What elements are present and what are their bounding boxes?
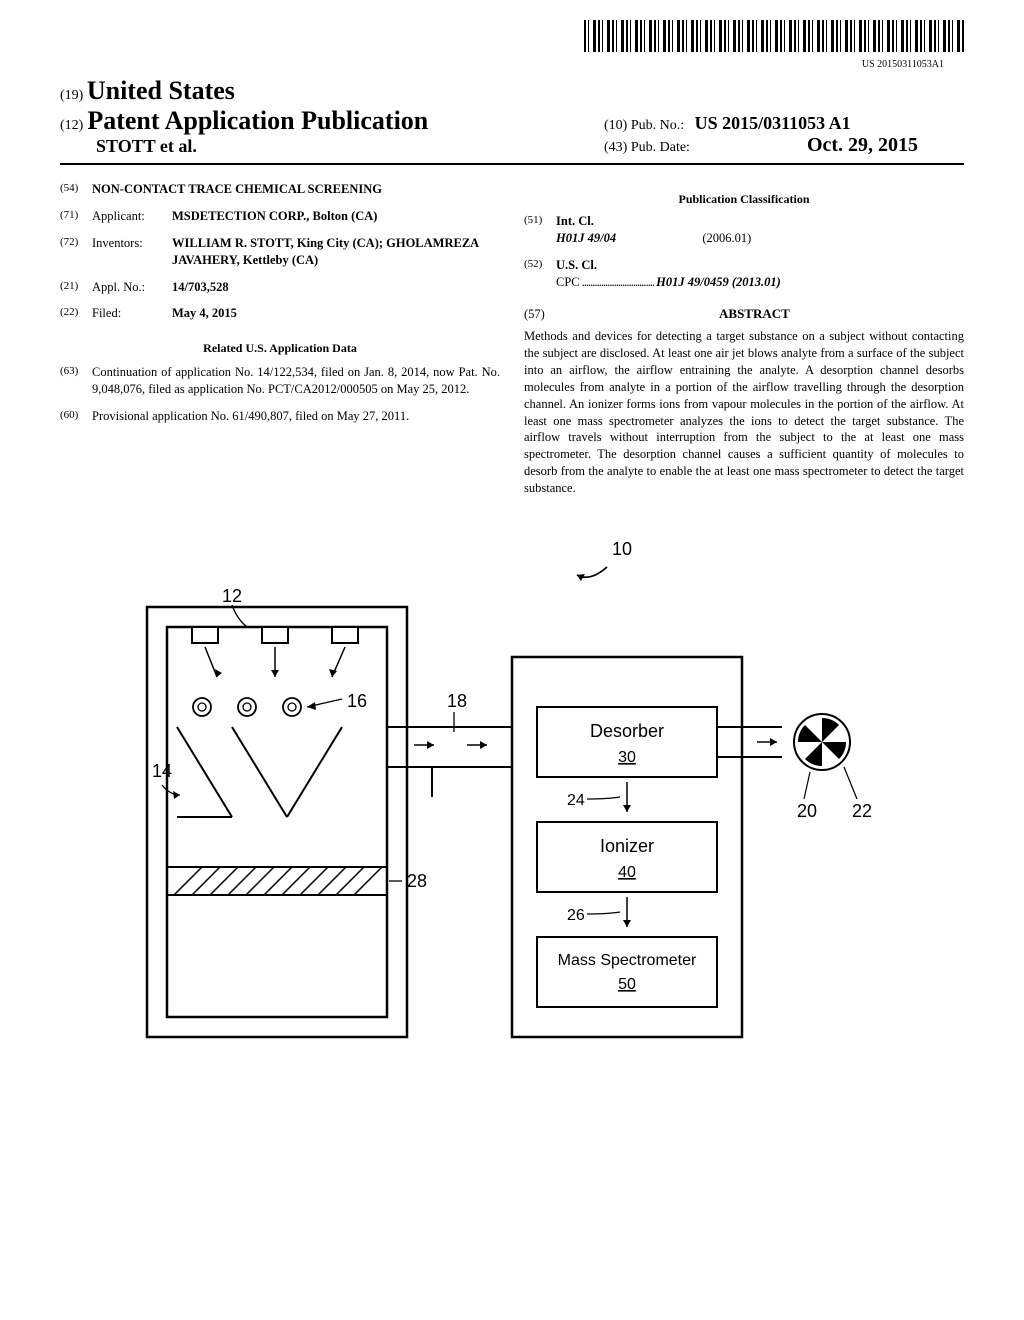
code-43: (43) (604, 140, 627, 155)
inventor-names: WILLIAM R. STOTT, King City (CA); GHOLAM… (172, 236, 479, 267)
num-22: (22) (60, 305, 92, 322)
pub-date: Oct. 29, 2015 (807, 134, 918, 156)
field-22: (22) Filed: May 4, 2015 (60, 305, 500, 322)
lbl-71: Applicant: (92, 208, 172, 225)
ionizer-num: 40 (618, 864, 636, 881)
val-22: May 4, 2015 (172, 305, 500, 322)
num-72: (72) (60, 235, 92, 269)
classification-head: Publication Classification (524, 191, 964, 207)
intcl-date: (2006.01) (702, 231, 751, 245)
ref-24: 24 (567, 792, 585, 809)
ref-10: 10 (612, 539, 632, 559)
abstract-head: ABSTRACT (545, 305, 964, 323)
country-name: United States (87, 76, 235, 105)
intcl-code: H01J 49/04 (556, 231, 616, 245)
ref-28: 28 (407, 871, 427, 891)
publication-type: Patent Application Publication (87, 106, 428, 135)
val-72: WILLIAM R. STOTT, King City (CA); GHOLAM… (172, 235, 500, 269)
ref-18: 18 (447, 691, 467, 711)
field-51: (51) Int. Cl. H01J 49/04 (2006.01) (524, 213, 964, 247)
field-63: (63) Continuation of application No. 14/… (60, 364, 500, 398)
val-71: MSDETECTION CORP., Bolton (CA) (172, 208, 500, 225)
num-57: (57) (524, 306, 545, 323)
applicant-name: MSDETECTION CORP., Bolton (CA) (172, 209, 377, 223)
lbl-72: Inventors: (92, 235, 172, 269)
num-54: (54) (60, 181, 92, 198)
field-57: (57) ABSTRACT (524, 301, 964, 329)
ref-14: 14 (152, 761, 172, 781)
val-60: Provisional application No. 61/490,807, … (92, 408, 500, 425)
barcode-number: US 20150311053A1 (60, 59, 964, 70)
figure-area: 10 12 16 (60, 527, 964, 1067)
intcl-label: Int. Cl. (556, 214, 594, 228)
code-12: (12) (60, 118, 83, 133)
cpc-label: CPC (556, 275, 580, 289)
field-71: (71) Applicant: MSDETECTION CORP., Bolto… (60, 208, 500, 225)
lbl-21: Appl. No.: (92, 279, 172, 296)
lbl-22: Filed: (92, 305, 172, 322)
field-52: (52) U.S. Cl. CPC H01J 49/0459 (2013.01) (524, 257, 964, 291)
desorber-num: 30 (618, 749, 636, 766)
left-column: (54) NON-CONTACT TRACE CHEMICAL SCREENIN… (60, 181, 500, 497)
cpc-value: H01J 49/0459 (2013.01) (656, 275, 781, 289)
code-19: (19) (60, 88, 83, 103)
field-21: (21) Appl. No.: 14/703,528 (60, 279, 500, 296)
ref-12: 12 (222, 586, 242, 606)
right-column: Publication Classification (51) Int. Cl.… (524, 181, 964, 497)
val-63: Continuation of application No. 14/122,5… (92, 364, 500, 398)
country-line: (19) United States (60, 76, 964, 106)
num-60: (60) (60, 408, 92, 425)
ms-num: 50 (618, 976, 636, 993)
barcode-graphic (584, 20, 964, 52)
patent-header: (19) United States (12) Patent Applicati… (60, 76, 964, 157)
val-52: U.S. Cl. CPC H01J 49/0459 (2013.01) (556, 257, 964, 291)
barcode-region: US 20150311053A1 (60, 20, 964, 70)
related-head: Related U.S. Application Data (60, 340, 500, 356)
num-51: (51) (524, 213, 556, 247)
field-72: (72) Inventors: WILLIAM R. STOTT, King C… (60, 235, 500, 269)
uscl-label: U.S. Cl. (556, 258, 597, 272)
ref-16: 16 (347, 691, 367, 711)
field-54: (54) NON-CONTACT TRACE CHEMICAL SCREENIN… (60, 181, 500, 198)
biblio-columns: (54) NON-CONTACT TRACE CHEMICAL SCREENIN… (60, 181, 964, 497)
ms-label: Mass Spectrometer (558, 952, 697, 969)
figure-svg: 10 12 16 (60, 527, 964, 1067)
val-51: Int. Cl. H01J 49/04 (2006.01) (556, 213, 964, 247)
desorber-label: Desorber (590, 721, 664, 741)
pub-no-label: Pub. No.: (631, 118, 684, 133)
ref-26: 26 (567, 907, 585, 924)
val-21: 14/703,528 (172, 279, 500, 296)
header-rule (60, 163, 964, 165)
code-10: (10) (604, 118, 627, 133)
ref-20: 20 (797, 801, 817, 821)
author-line: STOTT et al. (96, 136, 197, 156)
ref-22: 22 (852, 801, 872, 821)
pub-date-label: Pub. Date: (631, 140, 690, 155)
num-52: (52) (524, 257, 556, 291)
num-63: (63) (60, 364, 92, 398)
abstract-text: Methods and devices for detecting a targ… (524, 328, 964, 497)
publication-line: (12) Patent Application Publication STOT… (60, 106, 964, 157)
ionizer-label: Ionizer (600, 836, 654, 856)
title-54: NON-CONTACT TRACE CHEMICAL SCREENING (92, 181, 500, 198)
num-21: (21) (60, 279, 92, 296)
pub-no: US 2015/0311053 A1 (695, 113, 851, 133)
num-71: (71) (60, 208, 92, 225)
field-60: (60) Provisional application No. 61/490,… (60, 408, 500, 425)
